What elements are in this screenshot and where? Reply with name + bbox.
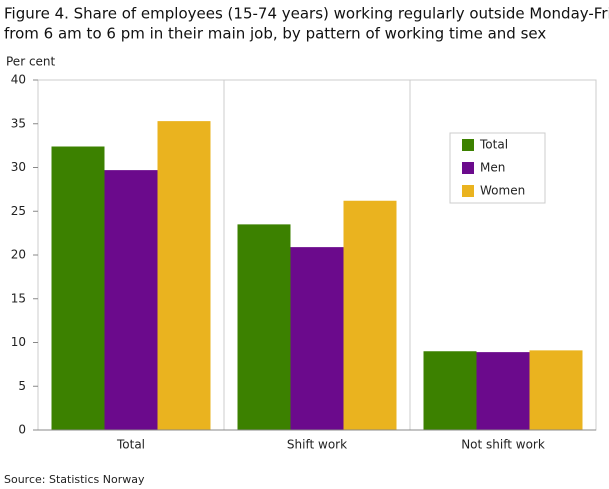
bar	[343, 200, 397, 430]
bar	[51, 146, 105, 430]
source: Source: Statistics Norway	[4, 473, 145, 486]
bar	[423, 351, 477, 430]
chart-title: from 6 am to 6 pm in their main job, by …	[4, 25, 546, 43]
y-tick-label: 0	[18, 423, 26, 437]
bar	[290, 247, 344, 430]
y-tick-label: 35	[11, 116, 26, 130]
bar	[529, 350, 583, 430]
x-tick-label: Total	[116, 438, 145, 452]
x-tick-label: Shift work	[287, 438, 347, 452]
bar	[237, 224, 291, 430]
y-tick-label: 30	[11, 160, 26, 174]
y-tick-label: 20	[11, 248, 26, 262]
y-tick-label: 40	[11, 73, 26, 87]
legend-label: Total	[479, 138, 508, 152]
bar	[157, 121, 211, 430]
x-tick-label: Not shift work	[461, 438, 545, 452]
bar	[476, 352, 530, 430]
y-axis-label: Per cent	[6, 55, 56, 69]
legend-swatch	[462, 162, 474, 174]
legend-label: Men	[480, 161, 505, 175]
y-tick-label: 15	[11, 291, 26, 305]
y-tick-label: 10	[11, 335, 26, 349]
legend-swatch	[462, 185, 474, 197]
chart-title: Figure 4. Share of employees (15-74 year…	[4, 5, 609, 23]
legend-label: Women	[480, 184, 525, 198]
y-tick-label: 5	[18, 379, 26, 393]
legend-swatch	[462, 139, 474, 151]
bar	[104, 170, 158, 430]
y-tick-label: 25	[11, 204, 26, 218]
